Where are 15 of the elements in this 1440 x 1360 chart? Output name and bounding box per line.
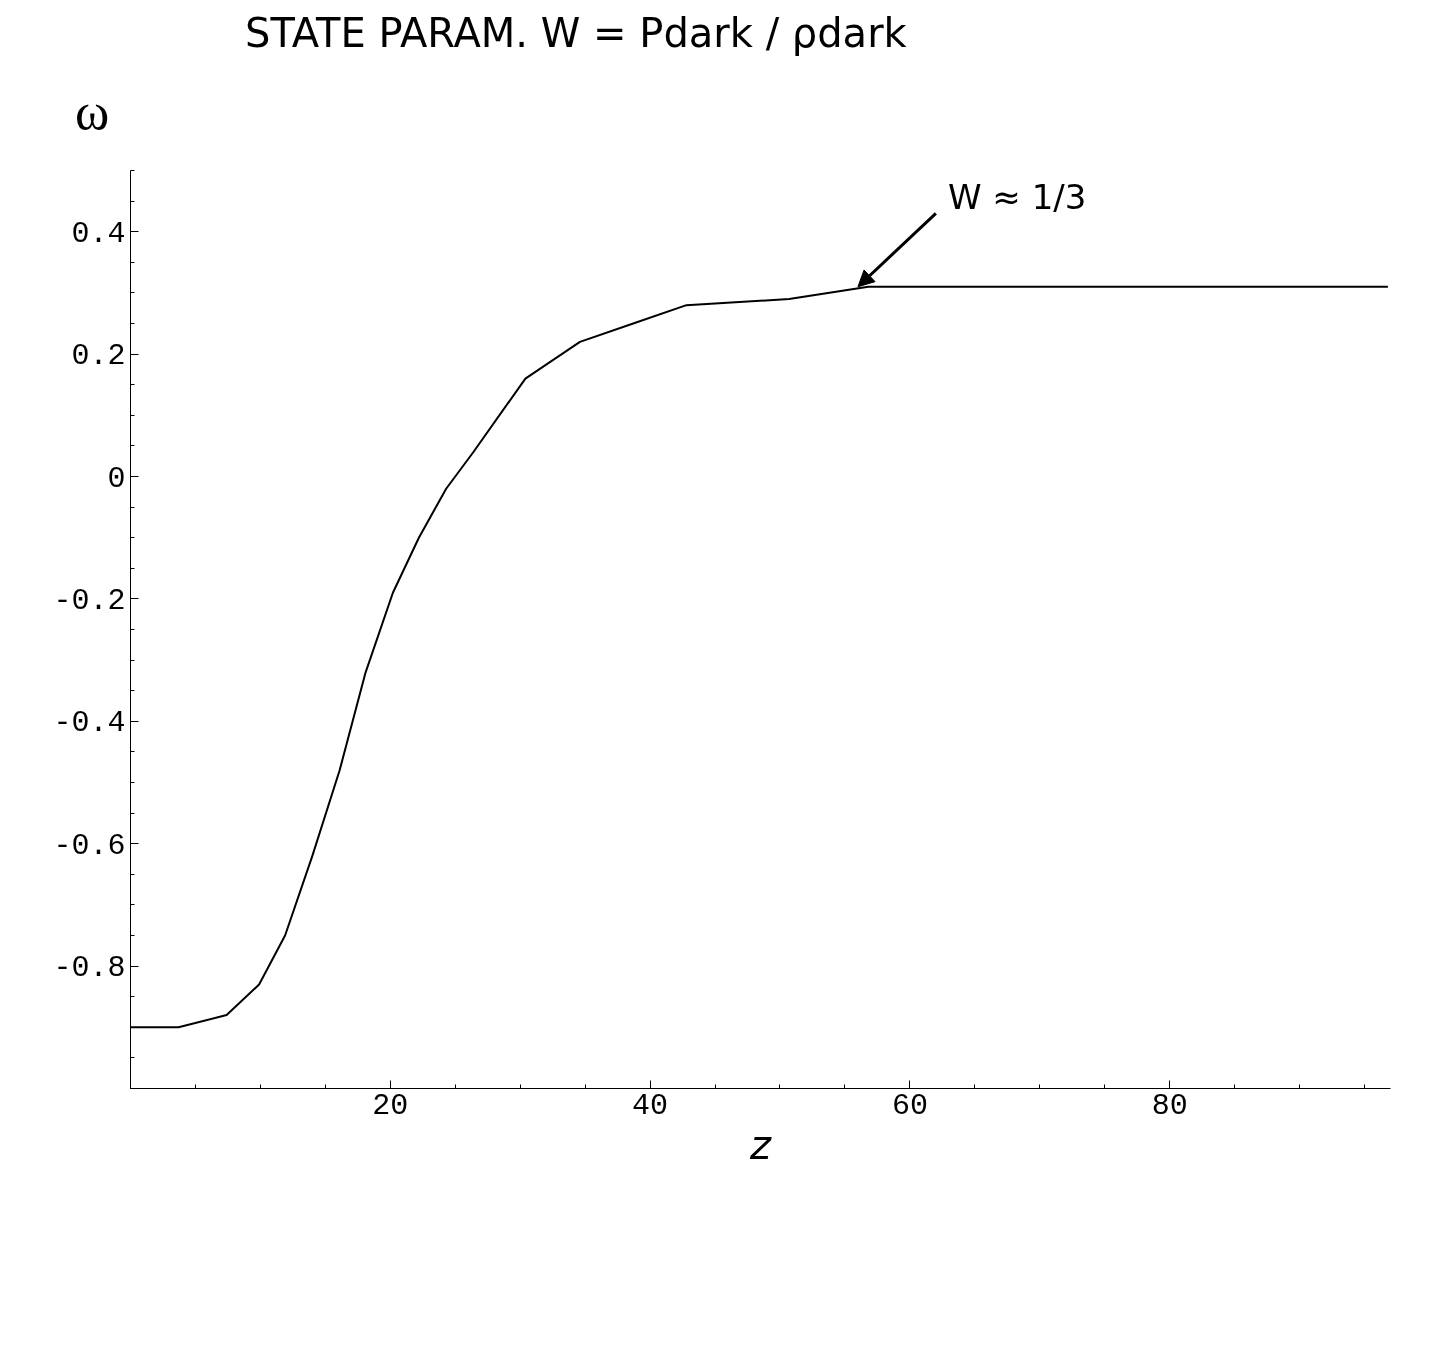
x-tick-label: 80 bbox=[1151, 1088, 1188, 1123]
y-axis-title: ω bbox=[75, 82, 110, 142]
annotation: W ≈ 1/3 bbox=[947, 176, 1087, 217]
x-tick-label: 20 bbox=[372, 1088, 409, 1123]
y-tick-label: 0.4 bbox=[71, 216, 126, 251]
x-axis-title: z bbox=[749, 1121, 772, 1168]
y-tick-label: -0.4 bbox=[53, 706, 126, 741]
y-tick-label: -0.8 bbox=[53, 951, 126, 986]
x-tick-label: 40 bbox=[632, 1088, 669, 1123]
y-tick-label: 0.2 bbox=[71, 339, 126, 374]
y-tick-label: 0 bbox=[107, 461, 126, 496]
y-tick-label: -0.2 bbox=[53, 583, 126, 618]
x-tick-label: 60 bbox=[891, 1088, 928, 1123]
y-tick-label: -0.6 bbox=[53, 828, 126, 863]
text: STATE PARAM. W = Pdark / ρdark bbox=[245, 9, 907, 58]
